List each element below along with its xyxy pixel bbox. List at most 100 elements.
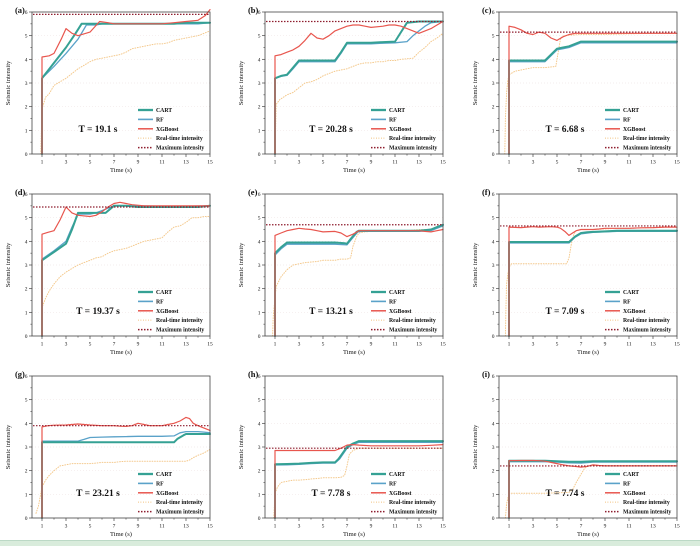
legend-label-maximum: Maximum intensity: [389, 328, 437, 334]
plot-border: [498, 193, 678, 337]
series-line-xgboost: [41, 9, 211, 155]
series-line-xgboost: [508, 226, 678, 337]
x-tick-label: 11: [159, 159, 165, 165]
y-tick-label: 4: [491, 421, 494, 427]
y-tick-label: 5: [258, 216, 261, 222]
series-line-cart: [507, 229, 678, 337]
x-tick-label: 13: [417, 523, 423, 529]
y-tick-label: 6: [258, 192, 261, 198]
legend-label-xgboost: XGBoost: [389, 127, 412, 133]
x-tick-label: 15: [207, 341, 213, 347]
panel-label: (e): [248, 187, 258, 197]
legend-label-xgboost: XGBoost: [389, 491, 412, 497]
y-axis-title: Seismic intensity: [5, 424, 12, 469]
series-line-xgboost: [508, 25, 678, 155]
legend-label-realtime: Real-time intensity: [156, 500, 203, 506]
legend-label-realtime: Real-time intensity: [389, 500, 436, 506]
time-annotation: T = 23.21 s: [76, 489, 120, 499]
y-tick-label: 0: [258, 516, 261, 522]
x-tick-label: 1: [274, 523, 277, 529]
legend-label-maximum: Maximum intensity: [389, 146, 437, 152]
series-line-realtime: [272, 225, 444, 337]
panel-label: (c): [482, 5, 492, 15]
y-tick-label: 6: [25, 192, 28, 198]
x-tick-label: 9: [370, 341, 373, 347]
y-tick-label: 5: [25, 216, 28, 222]
legend-label-cart: CART: [389, 290, 405, 296]
legend-label-cart: CART: [156, 472, 172, 478]
time-annotation: T = 19.1 s: [79, 125, 118, 135]
legend-label-cart: CART: [156, 108, 172, 114]
x-tick-label: 7: [346, 523, 349, 529]
time-annotation: T = 19.37 s: [76, 307, 120, 317]
y-tick-label: 0: [491, 152, 494, 158]
x-tick-label: 9: [137, 159, 140, 165]
y-tick-label: 3: [258, 81, 261, 87]
x-tick-label: 7: [113, 523, 116, 529]
y-tick-label: 6: [258, 10, 261, 16]
x-tick-label: 11: [393, 523, 399, 529]
series-line-cart: [40, 433, 211, 519]
y-axis-title: Seismic intensity: [238, 60, 245, 105]
x-tick-label: 9: [137, 523, 140, 529]
y-tick-label: 4: [25, 239, 28, 245]
y-tick-label: 0: [258, 334, 261, 340]
x-tick-label: 5: [89, 341, 92, 347]
panel-label: (b): [248, 5, 259, 15]
y-axis-title: Seismic intensity: [472, 60, 479, 105]
y-tick-label: 0: [25, 516, 28, 522]
series-line-xgboost: [41, 201, 211, 337]
legend-label-realtime: Real-time intensity: [156, 136, 203, 142]
y-tick-label: 4: [491, 57, 494, 63]
subplot-i: 1 3 5 7 9 11 13 15 0 1 2 3 4 5 6 Time (s) Seismic intens…: [467, 364, 700, 546]
x-tick-label: 13: [183, 159, 189, 165]
series-line-rf: [508, 42, 678, 155]
y-tick-label: 6: [491, 192, 494, 198]
x-tick-label: 15: [674, 341, 680, 347]
x-tick-label: 5: [89, 159, 92, 165]
x-tick-label: 3: [531, 341, 534, 347]
y-tick-label: 5: [491, 34, 494, 40]
y-tick-label: 2: [25, 105, 28, 111]
y-tick-label: 5: [25, 398, 28, 404]
series-line-rf: [274, 441, 444, 519]
x-tick-label: 15: [674, 159, 680, 165]
y-tick-label: 4: [258, 57, 261, 63]
x-tick-label: 5: [322, 341, 325, 347]
y-tick-label: 1: [491, 310, 494, 316]
x-tick-label: 11: [159, 523, 165, 529]
series-line-rf: [41, 205, 211, 337]
legend-label-xgboost: XGBoost: [623, 127, 646, 133]
y-tick-label: 1: [25, 492, 28, 498]
x-tick-label: 5: [89, 523, 92, 529]
y-tick-label: 1: [25, 310, 28, 316]
x-tick-label: 3: [65, 341, 68, 347]
legend-label-maximum: Maximum intensity: [623, 328, 671, 334]
y-tick-label: 1: [25, 128, 28, 134]
y-tick-label: 4: [491, 239, 494, 245]
y-tick-label: 5: [258, 34, 261, 40]
series-line-cart: [40, 21, 211, 155]
x-axis-title: Time (s): [577, 531, 599, 538]
subplot-c: 1 3 5 7 9 11 13 15 0 1 2 3 4 5 6 Time (s) Seismic intens…: [467, 0, 700, 182]
y-tick-label: 2: [258, 469, 261, 475]
x-tick-label: 5: [322, 159, 325, 165]
legend-label-maximum: Maximum intensity: [156, 328, 204, 334]
x-tick-label: 11: [626, 341, 632, 347]
legend-label-xgboost: XGBoost: [156, 127, 179, 133]
series-line-cart: [274, 440, 445, 519]
x-axis-title: Time (s): [110, 167, 132, 174]
x-tick-label: 13: [183, 341, 189, 347]
x-tick-label: 1: [274, 159, 277, 165]
y-tick-label: 6: [491, 10, 494, 16]
series-line-cart: [40, 204, 211, 337]
legend-label-cart: CART: [623, 108, 639, 114]
y-tick-label: 6: [25, 374, 28, 380]
legend-label-cart: CART: [389, 108, 405, 114]
x-tick-label: 7: [113, 159, 116, 165]
legend-label-cart: CART: [623, 290, 639, 296]
series-line-cart: [274, 20, 445, 155]
